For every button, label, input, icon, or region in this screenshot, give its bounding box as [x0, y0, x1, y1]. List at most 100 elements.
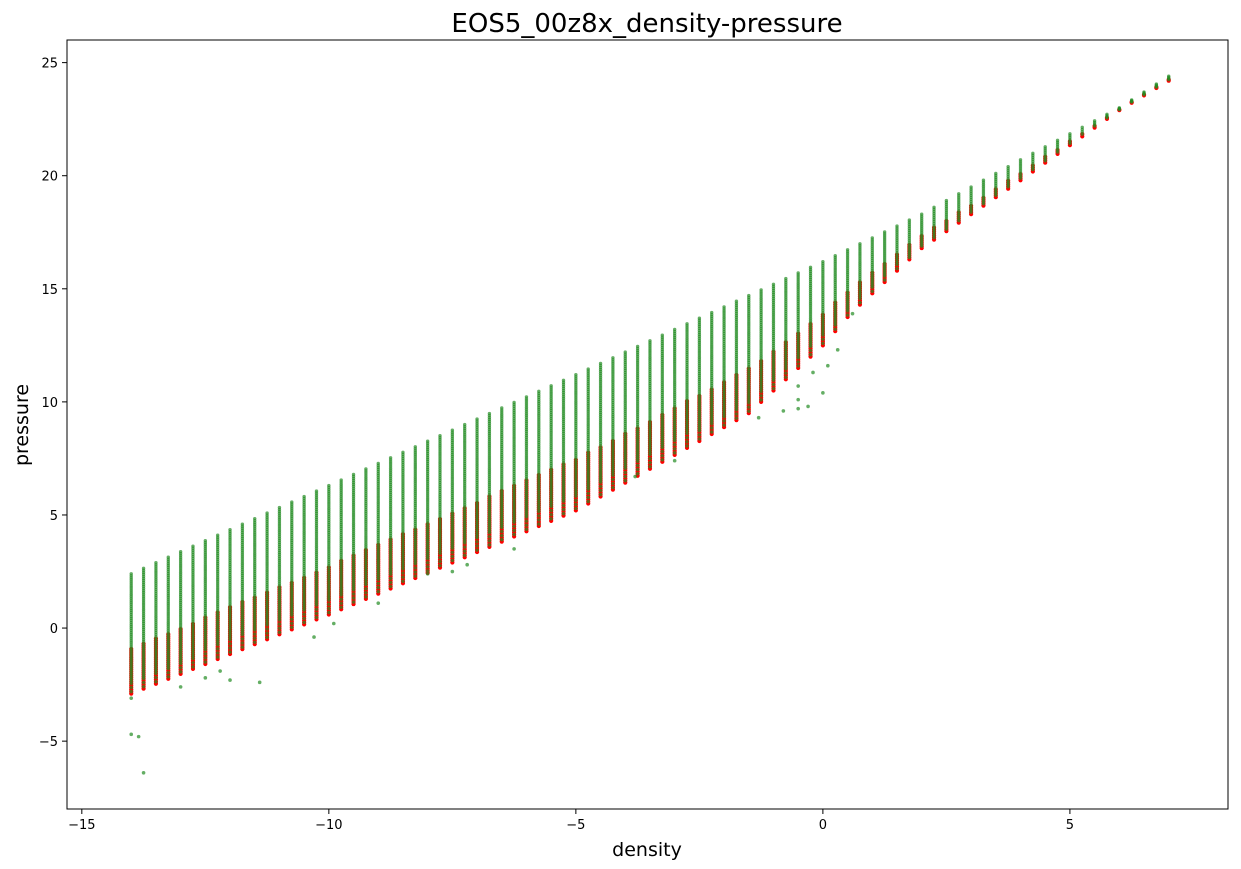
green-point	[290, 500, 294, 504]
green-point	[734, 299, 739, 303]
green-point	[302, 612, 306, 616]
green-point	[771, 282, 776, 286]
green-point	[339, 605, 343, 609]
green-point	[685, 440, 689, 444]
green-point	[808, 265, 813, 270]
density-column	[413, 445, 418, 581]
green-point	[450, 554, 455, 559]
green-point	[685, 444, 689, 448]
density-column	[178, 550, 183, 676]
green-point	[660, 458, 665, 462]
green-point	[672, 327, 677, 332]
green-point	[672, 443, 677, 447]
green-point	[710, 426, 714, 430]
green-point	[166, 671, 170, 675]
green-point	[784, 375, 788, 379]
green-point	[215, 655, 220, 659]
green-point	[759, 398, 763, 402]
green-point	[314, 611, 319, 616]
green-point	[598, 484, 603, 489]
green-point	[808, 352, 813, 357]
density-column	[721, 305, 727, 430]
green-point	[413, 445, 417, 449]
green-point	[166, 675, 170, 679]
density-column	[153, 561, 159, 686]
green-point	[203, 652, 208, 656]
green-point	[611, 481, 615, 486]
green-point	[611, 477, 615, 482]
green-point	[722, 419, 726, 423]
green-point	[463, 553, 467, 557]
density-column	[166, 555, 171, 681]
green-point	[240, 641, 245, 645]
green-point	[648, 339, 652, 343]
density-column	[302, 494, 307, 627]
green-point	[796, 364, 800, 368]
green-point	[253, 632, 257, 636]
green-point	[265, 511, 269, 515]
green-point	[475, 544, 479, 548]
green-point	[537, 522, 541, 526]
density-column	[759, 288, 764, 404]
green-point	[364, 467, 368, 471]
green-point	[771, 386, 776, 391]
green-point	[265, 631, 269, 635]
green-point	[561, 511, 566, 516]
green-point	[697, 437, 702, 441]
green-point	[858, 242, 862, 246]
density-column	[524, 395, 529, 534]
density-column	[857, 242, 863, 307]
green-point	[253, 516, 257, 521]
green-point	[401, 579, 405, 583]
green-point	[314, 489, 319, 493]
green-point	[302, 620, 306, 625]
green-point	[475, 540, 479, 544]
green-point	[635, 471, 640, 476]
density-column	[314, 489, 319, 622]
density-column	[215, 533, 220, 662]
green-point	[203, 538, 208, 543]
green-point	[339, 597, 343, 601]
green-point	[821, 337, 825, 341]
density-column	[264, 511, 270, 642]
green-point	[463, 545, 467, 549]
green-point	[598, 361, 603, 366]
green-point	[401, 575, 405, 579]
green-point	[438, 563, 442, 568]
green-point	[870, 289, 874, 293]
green-point	[203, 660, 208, 664]
green-point	[734, 412, 739, 416]
green-point	[784, 371, 788, 375]
density-column	[808, 265, 813, 359]
green-point	[438, 559, 442, 564]
green-point	[425, 565, 430, 569]
green-point	[858, 300, 862, 305]
density-column	[512, 400, 517, 539]
density-column	[252, 516, 257, 647]
green-point	[450, 558, 455, 563]
green-point	[401, 450, 405, 455]
green-point	[500, 537, 504, 542]
density-column	[326, 483, 331, 617]
green-point	[401, 571, 405, 575]
green-point	[388, 580, 393, 585]
green-point	[586, 499, 590, 504]
density-column	[845, 248, 850, 320]
green-point	[463, 549, 467, 553]
green-point	[870, 236, 874, 240]
green-point	[833, 254, 837, 258]
green-point	[475, 417, 479, 421]
green-point	[500, 533, 504, 538]
green-point	[376, 461, 380, 466]
green-point	[512, 524, 516, 529]
density-column	[227, 527, 233, 657]
green-point	[154, 680, 158, 684]
green-point	[796, 360, 800, 364]
green-point	[660, 333, 665, 337]
green-point	[277, 622, 282, 626]
density-column	[376, 461, 381, 596]
green-point	[623, 470, 627, 475]
green-point	[833, 327, 837, 331]
green-point	[475, 548, 479, 552]
